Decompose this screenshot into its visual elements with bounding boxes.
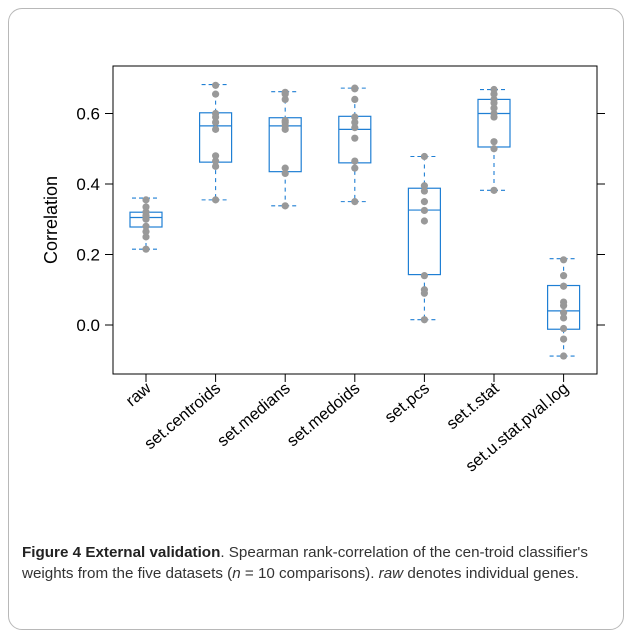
box-set.centroids (199, 81, 233, 204)
caption-text-1: . Spearman rank-correlation of the cen-t… (22, 544, 588, 582)
data-point (142, 196, 150, 204)
data-point (351, 198, 359, 206)
data-point (212, 152, 220, 160)
boxes-layer (129, 81, 581, 360)
y-tick-label-1: 0.2 (76, 246, 100, 265)
data-point (351, 134, 359, 142)
data-point (281, 164, 289, 172)
data-point (212, 125, 220, 133)
data-point (420, 187, 428, 195)
data-point (351, 113, 359, 121)
data-point (281, 202, 289, 210)
data-point (281, 88, 289, 96)
box-set.u.stat.pval.log (546, 256, 581, 360)
data-point (420, 286, 428, 294)
caption-raw: raw (378, 565, 404, 582)
data-point (212, 81, 220, 89)
data-point (212, 157, 220, 165)
data-point (212, 90, 220, 98)
y-tick-label-3: 0.6 (76, 105, 100, 124)
data-point (490, 85, 498, 94)
data-point (560, 309, 568, 317)
data-point (560, 298, 568, 306)
data-point (420, 206, 428, 215)
figure-title: External validation (85, 544, 221, 561)
box-set.pcs (407, 152, 441, 324)
x-tick-label-3: set.medoids (284, 379, 364, 450)
data-point (212, 162, 220, 170)
data-point (560, 352, 568, 360)
figure-card (8, 8, 624, 630)
x-tick-label-2: set.medians (214, 379, 294, 450)
data-point (142, 222, 150, 230)
figure-label: Figure 4 (22, 544, 82, 561)
data-point (142, 227, 150, 236)
data-point (212, 118, 220, 126)
data-point (351, 95, 359, 103)
data-point (420, 217, 428, 225)
data-point (420, 182, 428, 190)
box-set.medians (268, 88, 302, 210)
data-point (142, 203, 150, 211)
data-point (490, 145, 498, 153)
data-point (560, 335, 568, 343)
caption-text-3: denotes individual genes. (403, 565, 579, 582)
data-point (490, 104, 498, 112)
y-tick-label-2: 0.4 (76, 175, 100, 194)
x-tick-label-4: set.pcs (381, 379, 433, 426)
data-point (212, 196, 220, 204)
data-point (281, 169, 289, 178)
data-point (142, 245, 150, 253)
data-point (490, 138, 498, 146)
data-point (351, 164, 359, 172)
y-tick-label-0: 0.0 (76, 316, 100, 335)
data-point (351, 118, 359, 126)
data-point (281, 116, 289, 125)
data-point (490, 109, 498, 118)
data-point (420, 152, 428, 161)
caption-text-2: = 10 comparisons). (240, 565, 375, 582)
figure-caption: Figure 4 External validation. Spearman r… (22, 542, 618, 584)
box-set.medoids (338, 84, 372, 206)
x-tick-label-5: set.t.stat (443, 379, 503, 433)
box-raw (129, 196, 163, 253)
data-point (420, 316, 428, 324)
data-point (351, 84, 359, 92)
data-point (490, 95, 498, 103)
y-axis-label: Correlation (41, 176, 61, 264)
data-point (420, 272, 428, 280)
caption-n: n (232, 565, 241, 582)
data-point (560, 314, 568, 322)
data-point (351, 157, 359, 165)
data-point (560, 324, 568, 333)
data-point (560, 256, 568, 264)
box-set.t.stat (477, 85, 511, 194)
data-point (420, 198, 428, 206)
y-axis: 0.0 0.2 0.4 0.6 (76, 105, 605, 335)
data-point (560, 272, 568, 280)
x-tick-label-0: raw (123, 379, 155, 410)
data-point (281, 95, 289, 103)
data-point (351, 124, 359, 132)
data-point (490, 186, 498, 194)
x-tick-label-1: set.centroids (141, 379, 224, 453)
data-point (212, 109, 220, 118)
data-point (560, 282, 568, 290)
data-point (142, 208, 150, 216)
data-point (142, 233, 150, 241)
